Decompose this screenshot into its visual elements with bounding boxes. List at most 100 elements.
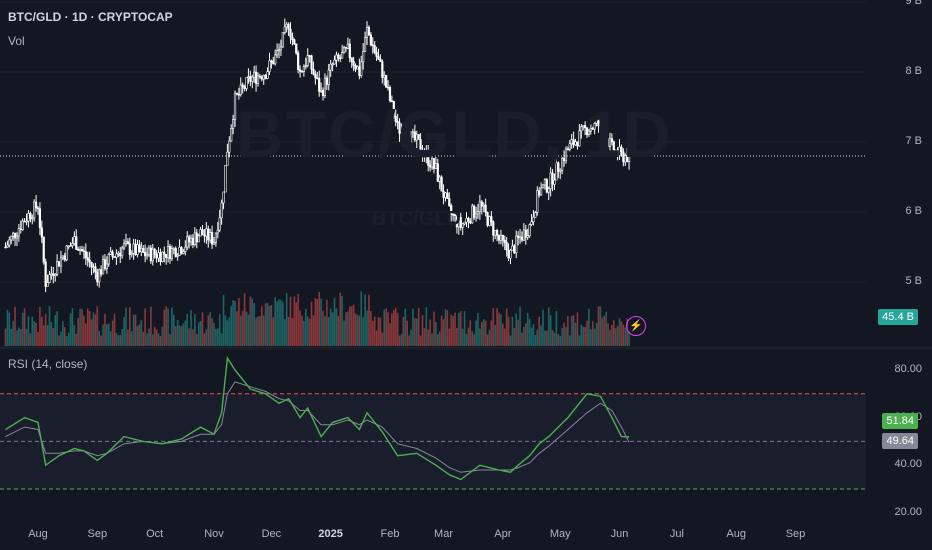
volume-bar <box>282 301 284 346</box>
volume-label[interactable]: Vol <box>8 34 25 48</box>
volume-bar <box>102 324 104 346</box>
candle-body <box>404 138 407 141</box>
candle-body <box>71 243 74 246</box>
candle-body <box>587 130 591 135</box>
candle-body <box>446 192 449 199</box>
candle-body <box>88 259 91 263</box>
volume-bar <box>12 321 14 346</box>
rsi-ma-value-badge: 49.64 <box>882 433 918 449</box>
candle-body <box>580 126 583 132</box>
candle-body <box>618 146 621 156</box>
volume-bar <box>580 324 583 346</box>
volume-bar <box>150 306 152 346</box>
volume-bar <box>349 306 351 346</box>
candle-body <box>266 71 269 79</box>
candle-body <box>115 253 118 258</box>
candle-body <box>610 138 613 142</box>
volume-bar <box>463 311 466 346</box>
volume-bar <box>186 313 189 346</box>
volume-bar <box>132 314 135 346</box>
candle-body <box>254 71 258 84</box>
volume-bar <box>513 327 516 346</box>
volume-bar <box>393 310 395 346</box>
candle-body <box>385 75 388 88</box>
volume-bar <box>287 316 290 346</box>
volume-bar <box>377 317 380 346</box>
symbol-watermark: BTC/GLD, 1D <box>236 97 673 171</box>
volume-bar <box>492 308 495 346</box>
volume-bar <box>29 333 32 346</box>
candle-body <box>142 247 145 253</box>
candle-body <box>518 236 522 239</box>
volume-bar <box>530 327 533 346</box>
volume-bar <box>31 316 34 346</box>
candle-body <box>438 176 441 182</box>
volume-bar <box>498 312 500 346</box>
candle-body <box>413 131 416 141</box>
volume-bar <box>572 315 575 346</box>
volume-bar <box>19 329 22 346</box>
candle-body <box>268 60 271 72</box>
time-axis-tick: Sep <box>785 528 806 540</box>
volume-bar <box>249 296 252 346</box>
volume-bar <box>381 332 384 346</box>
volume-bar <box>241 310 244 346</box>
time-axis-tick: Aug <box>726 528 746 540</box>
volume-bar <box>584 326 586 346</box>
volume-bar <box>435 322 437 346</box>
volume-bar <box>176 320 179 346</box>
volume-bar <box>232 300 234 346</box>
candle-body <box>520 236 524 241</box>
volume-bar <box>138 324 141 346</box>
candle-body <box>392 100 395 117</box>
candle-body <box>492 221 495 236</box>
candle-body <box>44 261 47 287</box>
candle-body <box>459 217 462 228</box>
volume-bar <box>343 320 345 346</box>
time-axis-tick: Apr <box>494 528 512 540</box>
volume-bar <box>75 333 78 346</box>
chart-title[interactable]: BTC/GLD · 1D · CRYPTOCAP <box>8 10 173 24</box>
volume-bar <box>203 333 206 346</box>
volume-bar <box>538 316 540 346</box>
candle-body <box>65 245 68 261</box>
candle-body <box>574 141 577 146</box>
candle-body <box>27 213 30 222</box>
volume-bar <box>169 334 171 346</box>
candle-body <box>226 151 229 166</box>
candle-body <box>274 54 277 65</box>
symbol-watermark-sub: BTC/GLD <box>372 208 461 230</box>
volume-bar <box>161 326 164 346</box>
candle-body <box>557 162 560 172</box>
candle-body <box>75 236 78 250</box>
candle-body <box>595 120 598 124</box>
rsi-label[interactable]: RSI (14, close) <box>8 357 88 371</box>
candle-body <box>316 77 319 80</box>
candle-body <box>451 213 455 216</box>
candle-body <box>38 208 42 229</box>
lightning-icon[interactable]: ⚡ <box>626 316 646 336</box>
volume-bar <box>419 335 422 346</box>
candle-body <box>191 237 195 245</box>
volume-bar <box>356 314 359 346</box>
candle-body <box>427 150 430 166</box>
candle-body <box>195 232 198 243</box>
volume-bar <box>207 315 210 346</box>
volume-bar <box>245 311 248 346</box>
volume-bar <box>320 298 322 346</box>
candle-body <box>12 232 15 237</box>
candle-body <box>241 84 244 88</box>
candle-body <box>622 151 625 163</box>
volume-bar <box>266 302 269 346</box>
volume-bar <box>404 308 407 346</box>
volume-bar <box>519 306 521 346</box>
candle-body <box>147 247 151 256</box>
candle-body <box>170 248 174 259</box>
volume-bar <box>264 303 267 346</box>
volume-bar <box>408 335 410 346</box>
rsi-axis-tick: 20.00 <box>894 505 922 518</box>
volume-bar <box>327 316 330 346</box>
volume-bar <box>94 314 97 346</box>
volume-bar <box>488 329 491 346</box>
candle-body <box>603 128 606 140</box>
